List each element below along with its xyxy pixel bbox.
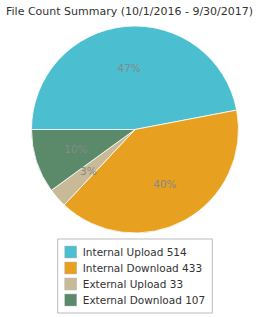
slice: [64, 110, 238, 233]
legend-item: External Download 107: [65, 294, 205, 306]
legend-item: External Upload 33: [65, 278, 183, 290]
legend-label: External Upload 33: [83, 278, 183, 290]
legend: Internal Upload 514 Internal Download 433…: [58, 239, 212, 313]
pie: [32, 26, 239, 233]
legend-swatch: [65, 246, 77, 258]
data-label: 40%: [153, 178, 176, 190]
slice: [32, 26, 237, 130]
data-label: 3%: [80, 165, 97, 177]
data-labels: 47% 40% 3% 10%: [64, 62, 176, 190]
legend-label: External Download 107: [83, 294, 205, 306]
legend-swatch: [65, 278, 77, 290]
legend-swatch: [65, 262, 77, 274]
legend-label: Internal Download 433: [83, 262, 202, 274]
slice: [32, 130, 136, 191]
chart: File Count Summary (10/1/2016 - 9/30/201…: [0, 0, 270, 317]
legend-item: Internal Upload 514: [65, 246, 187, 258]
data-label: 10%: [64, 143, 87, 155]
legend-frame: [58, 239, 212, 313]
legend-swatch: [65, 294, 77, 306]
legend-label: Internal Upload 514: [83, 246, 187, 258]
title: File Count Summary (10/1/2016 - 9/30/201…: [6, 5, 253, 18]
legend-item: Internal Download 433: [65, 262, 202, 274]
data-label: 47%: [117, 62, 140, 74]
